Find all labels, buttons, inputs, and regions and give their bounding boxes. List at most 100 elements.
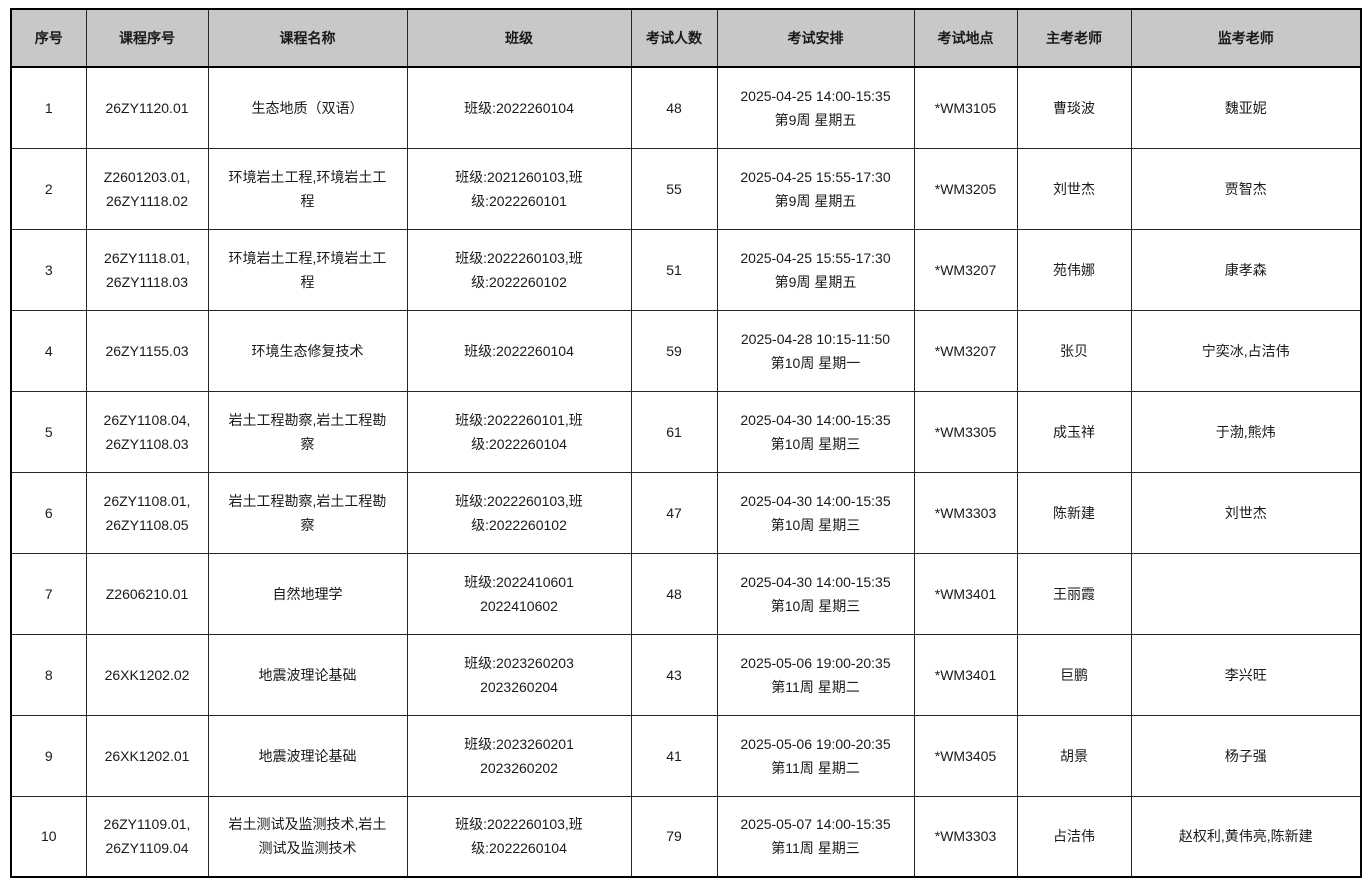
col-header-seq: 序号 (10, 8, 87, 68)
table-row: 2 Z2601203.01, 26ZY1118.02 环境岩土工程,环境岩土工 … (10, 147, 1362, 230)
cell-schedule: 2025-05-06 19:00-20:35 第11周 星期二 (716, 633, 915, 716)
cell-invigilator: 魏亚妮 (1130, 66, 1362, 149)
cell-chief-teacher: 胡景 (1016, 714, 1132, 797)
cell-course-name: 生态地质（双语） (207, 66, 408, 149)
cell-course-no: 26ZY1120.01 (85, 66, 209, 149)
cell-class: 班级:2022260101,班 级:2022260104 (406, 390, 632, 473)
cell-invigilator: 宁奕冰,占洁伟 (1130, 309, 1362, 392)
cell-invigilator: 康孝森 (1130, 228, 1362, 311)
cell-chief-teacher: 巨鹏 (1016, 633, 1132, 716)
cell-seq: 9 (10, 714, 87, 797)
cell-invigilator: 杨子强 (1130, 714, 1362, 797)
cell-course-no: 26ZY1109.01, 26ZY1109.04 (85, 795, 209, 878)
cell-exam-count: 51 (630, 228, 718, 311)
col-header-chief-teacher: 主考老师 (1016, 8, 1132, 68)
cell-seq: 5 (10, 390, 87, 473)
cell-seq: 2 (10, 147, 87, 230)
cell-location: *WM3207 (913, 309, 1018, 392)
cell-course-no: Z2601203.01, 26ZY1118.02 (85, 147, 209, 230)
cell-schedule: 2025-05-06 19:00-20:35 第11周 星期二 (716, 714, 915, 797)
table-row: 1 26ZY1120.01 生态地质（双语） 班级:2022260104 48 … (10, 66, 1362, 149)
cell-course-no: 26ZY1108.04, 26ZY1108.03 (85, 390, 209, 473)
col-header-class: 班级 (406, 8, 632, 68)
cell-chief-teacher: 张贝 (1016, 309, 1132, 392)
cell-invigilator: 赵权利,黄伟亮,陈新建 (1130, 795, 1362, 878)
cell-course-no: 26ZY1108.01, 26ZY1108.05 (85, 471, 209, 554)
cell-course-no: Z2606210.01 (85, 552, 209, 635)
cell-class: 班级:2022410601 2022410602 (406, 552, 632, 635)
cell-invigilator: 刘世杰 (1130, 471, 1362, 554)
table-row: 7 Z2606210.01 自然地理学 班级:2022410601 202241… (10, 552, 1362, 635)
cell-seq: 6 (10, 471, 87, 554)
cell-course-name: 地震波理论基础 (207, 633, 408, 716)
cell-location: *WM3303 (913, 795, 1018, 878)
cell-schedule: 2025-04-25 15:55-17:30 第9周 星期五 (716, 147, 915, 230)
cell-course-no: 26XK1202.01 (85, 714, 209, 797)
cell-seq: 10 (10, 795, 87, 878)
cell-invigilator: 于渤,熊炜 (1130, 390, 1362, 473)
cell-location: *WM3303 (913, 471, 1018, 554)
cell-schedule: 2025-04-28 10:15-11:50 第10周 星期一 (716, 309, 915, 392)
cell-schedule: 2025-04-25 15:55-17:30 第9周 星期五 (716, 228, 915, 311)
cell-location: *WM3105 (913, 66, 1018, 149)
cell-class: 班级:2023260203 2023260204 (406, 633, 632, 716)
cell-chief-teacher: 刘世杰 (1016, 147, 1132, 230)
cell-schedule: 2025-04-30 14:00-15:35 第10周 星期三 (716, 390, 915, 473)
cell-invigilator: 李兴旺 (1130, 633, 1362, 716)
col-header-course-name: 课程名称 (207, 8, 408, 68)
cell-course-name: 岩土工程勘察,岩土工程勘 察 (207, 390, 408, 473)
cell-location: *WM3401 (913, 552, 1018, 635)
cell-invigilator (1130, 552, 1362, 635)
cell-class: 班级:2022260104 (406, 309, 632, 392)
cell-exam-count: 43 (630, 633, 718, 716)
cell-exam-count: 41 (630, 714, 718, 797)
col-header-exam-count: 考试人数 (630, 8, 718, 68)
cell-location: *WM3305 (913, 390, 1018, 473)
cell-class: 班级:2023260201 2023260202 (406, 714, 632, 797)
cell-exam-count: 47 (630, 471, 718, 554)
cell-course-name: 地震波理论基础 (207, 714, 408, 797)
table-header-row: 序号 课程序号 课程名称 班级 考试人数 考试安排 考试地点 主考老师 监考老师 (10, 8, 1362, 68)
table-row: 9 26XK1202.01 地震波理论基础 班级:2023260201 2023… (10, 714, 1362, 797)
table-row: 10 26ZY1109.01, 26ZY1109.04 岩土测试及监测技术,岩土… (10, 795, 1362, 878)
cell-location: *WM3205 (913, 147, 1018, 230)
cell-invigilator: 贾智杰 (1130, 147, 1362, 230)
cell-schedule: 2025-04-25 14:00-15:35 第9周 星期五 (716, 66, 915, 149)
cell-class: 班级:2022260103,班 级:2022260104 (406, 795, 632, 878)
cell-course-no: 26XK1202.02 (85, 633, 209, 716)
table-row: 3 26ZY1118.01, 26ZY1118.03 环境岩土工程,环境岩土工 … (10, 228, 1362, 311)
cell-course-name: 环境生态修复技术 (207, 309, 408, 392)
cell-schedule: 2025-05-07 14:00-15:35 第11周 星期三 (716, 795, 915, 878)
cell-course-name: 自然地理学 (207, 552, 408, 635)
cell-schedule: 2025-04-30 14:00-15:35 第10周 星期三 (716, 552, 915, 635)
cell-chief-teacher: 陈新建 (1016, 471, 1132, 554)
cell-seq: 1 (10, 66, 87, 149)
cell-course-name: 岩土工程勘察,岩土工程勘 察 (207, 471, 408, 554)
cell-course-no: 26ZY1155.03 (85, 309, 209, 392)
cell-seq: 3 (10, 228, 87, 311)
exam-schedule-table: 序号 课程序号 课程名称 班级 考试人数 考试安排 考试地点 主考老师 监考老师… (10, 8, 1362, 878)
cell-class: 班级:2022260103,班 级:2022260102 (406, 228, 632, 311)
cell-course-name: 岩土测试及监测技术,岩土 测试及监测技术 (207, 795, 408, 878)
col-header-course-no: 课程序号 (85, 8, 209, 68)
cell-location: *WM3405 (913, 714, 1018, 797)
cell-class: 班级:2022260104 (406, 66, 632, 149)
cell-exam-count: 59 (630, 309, 718, 392)
cell-seq: 8 (10, 633, 87, 716)
cell-exam-count: 48 (630, 66, 718, 149)
cell-chief-teacher: 曹琰波 (1016, 66, 1132, 149)
cell-chief-teacher: 苑伟娜 (1016, 228, 1132, 311)
cell-location: *WM3401 (913, 633, 1018, 716)
col-header-location: 考试地点 (913, 8, 1018, 68)
cell-course-no: 26ZY1118.01, 26ZY1118.03 (85, 228, 209, 311)
cell-exam-count: 61 (630, 390, 718, 473)
cell-seq: 7 (10, 552, 87, 635)
cell-seq: 4 (10, 309, 87, 392)
exam-schedule-container: 序号 课程序号 课程名称 班级 考试人数 考试安排 考试地点 主考老师 监考老师… (10, 8, 1362, 878)
cell-chief-teacher: 王丽霞 (1016, 552, 1132, 635)
cell-schedule: 2025-04-30 14:00-15:35 第10周 星期三 (716, 471, 915, 554)
cell-class: 班级:2021260103,班 级:2022260101 (406, 147, 632, 230)
table-row: 6 26ZY1108.01, 26ZY1108.05 岩土工程勘察,岩土工程勘 … (10, 471, 1362, 554)
col-header-invigilator: 监考老师 (1130, 8, 1362, 68)
